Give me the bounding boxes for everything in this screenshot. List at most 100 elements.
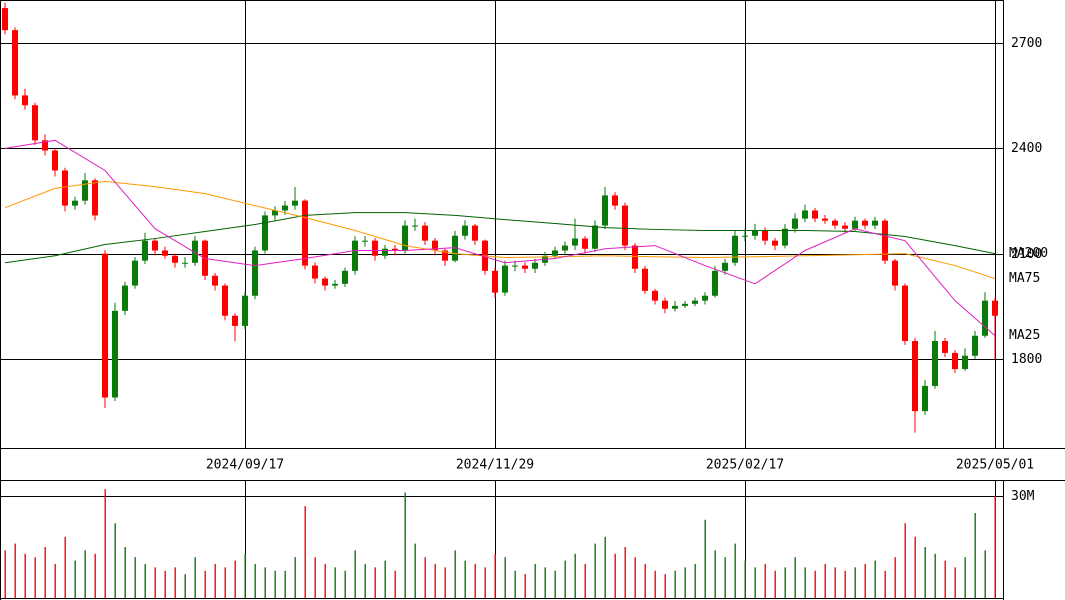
candle-body	[312, 265, 318, 279]
volume-bar	[774, 570, 776, 598]
candle-body	[852, 220, 858, 229]
volume-bar	[174, 567, 176, 598]
text-layer: 1800 2100 2400 2700 2024/09/17 2024/11/29 2025…	[206, 36, 1048, 504]
volume-bar	[644, 563, 646, 598]
y-tick-label: 2100	[1011, 247, 1042, 262]
candle-body	[432, 240, 438, 251]
candle-body	[352, 240, 358, 271]
candle-body	[232, 315, 238, 326]
candle-body	[112, 310, 118, 398]
volume-bar	[324, 563, 326, 598]
volume-bar	[714, 550, 716, 598]
volume-bar	[874, 560, 876, 598]
volume-bar	[154, 567, 156, 598]
candle-body	[612, 195, 618, 206]
candle-body	[212, 275, 218, 286]
candle-body	[342, 270, 348, 284]
candle-body	[992, 300, 998, 316]
volume-bar	[864, 563, 866, 598]
candle-body	[12, 30, 18, 96]
volume-bar	[224, 567, 226, 598]
candle-body	[762, 230, 768, 241]
legend-label: MA75	[1009, 271, 1040, 286]
volume-bar	[244, 553, 246, 598]
candle-body	[132, 260, 138, 286]
candle-body	[442, 250, 448, 261]
grid-layer	[0, 0, 1003, 598]
candle-body	[452, 235, 458, 261]
volume-bar	[524, 574, 526, 598]
volume-bar	[164, 570, 166, 598]
volume-bar	[474, 563, 476, 598]
candle-body	[22, 95, 28, 106]
candle-body	[32, 105, 38, 141]
candle-body	[582, 238, 588, 249]
volume-bar	[834, 567, 836, 598]
volume-bar	[584, 563, 586, 598]
volume-bar	[84, 550, 86, 598]
volume-bar	[414, 543, 416, 598]
moving-average-line	[4, 180, 996, 280]
candle-body	[522, 265, 528, 269]
volume-bar	[514, 570, 516, 598]
candle-body	[812, 210, 818, 219]
candle-body	[932, 340, 938, 386]
candle-body	[222, 285, 228, 316]
volume-bar	[744, 560, 746, 598]
candle-body	[152, 240, 158, 251]
candle-body	[832, 220, 838, 226]
candle-body	[912, 340, 918, 412]
candle-body	[752, 230, 758, 236]
x-tick-label: 2025/05/01	[956, 458, 1034, 473]
volume-bar	[94, 553, 96, 598]
volume-bar	[4, 550, 6, 598]
candle-body	[772, 240, 778, 246]
volume-bar	[894, 557, 896, 598]
volume-bar	[814, 570, 816, 598]
moving-average-line	[4, 139, 996, 337]
candle-body	[382, 248, 388, 256]
candle-body	[52, 150, 58, 171]
y-tick-label: 2400	[1011, 141, 1042, 156]
candle-body	[622, 205, 628, 246]
volume-bar	[14, 543, 16, 598]
candle-body	[242, 295, 248, 326]
volume-bar	[854, 567, 856, 598]
candle-body	[562, 245, 568, 251]
volume-bar	[734, 543, 736, 598]
y-tick-label: 2700	[1011, 36, 1042, 51]
volume-bar	[794, 557, 796, 598]
candle-body	[972, 335, 978, 356]
volume-bar	[234, 560, 236, 598]
candle-body	[882, 220, 888, 261]
volume-bar	[404, 492, 406, 598]
volume-bar	[424, 557, 426, 598]
candle-body	[332, 283, 338, 286]
volume-bar	[884, 570, 886, 598]
volume-bar	[634, 557, 636, 598]
candle-body	[492, 270, 498, 293]
volume-bar	[394, 570, 396, 598]
candle-body	[862, 220, 868, 226]
volume-bar	[784, 567, 786, 598]
volume-bar	[754, 567, 756, 598]
candle-body	[692, 300, 698, 304]
x-tick-label: 2024/11/29	[456, 458, 534, 473]
candle-body	[282, 205, 288, 211]
volume-bar	[534, 563, 536, 598]
volume-bar	[904, 523, 906, 598]
volume-bar	[824, 563, 826, 598]
volume-bar	[144, 563, 146, 598]
volume-bar	[24, 553, 26, 598]
volume-bar	[994, 495, 996, 598]
candle-body	[872, 220, 878, 226]
candle-body	[722, 262, 728, 271]
volume-bar	[614, 553, 616, 598]
volume-bar	[64, 536, 66, 598]
volume-bar	[214, 563, 216, 598]
candle-body	[402, 225, 408, 251]
candle-body	[72, 200, 78, 206]
candle-body	[62, 170, 68, 206]
candle-body	[652, 290, 658, 301]
